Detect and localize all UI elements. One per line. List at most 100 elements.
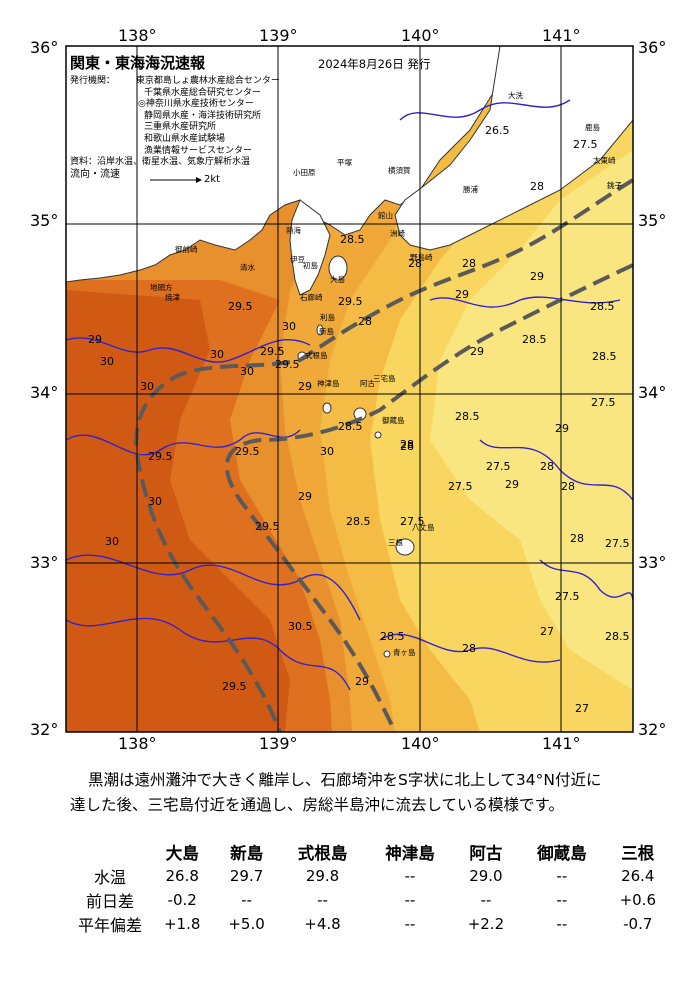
contour-label: 29.5 [260, 345, 285, 358]
contour-label: 29.5 [148, 450, 173, 463]
row-label-normal-deviation: 平年偏差 [77, 916, 142, 935]
contour-label: 27.5 [448, 480, 473, 493]
contour-label: 27.5 [555, 590, 580, 603]
contour-label: 29 [88, 333, 102, 346]
flow-arrow-head [196, 177, 202, 183]
island-hachijo [395, 538, 415, 556]
place-label: 勝浦 [463, 184, 478, 194]
contour-label: 29 [298, 490, 312, 503]
island-oshima [328, 255, 348, 281]
place-label: 清水 [240, 262, 255, 272]
island-aogashima [383, 650, 391, 658]
contour-label: 30 [282, 320, 296, 333]
table-cell: 29.0 [469, 867, 503, 885]
contour-label: 29 [355, 675, 369, 688]
col-oshima: 大島 [165, 844, 199, 863]
place-label: 御蔵島 [382, 415, 405, 425]
place-label: 青ヶ島 [393, 647, 416, 657]
lat-tick-36-right: 36° [638, 38, 667, 57]
table-cell: +2.2 [467, 915, 505, 933]
contour-label: 30 [148, 495, 162, 508]
place-label: 焼津 [165, 293, 180, 302]
map-title: 関東・東海海況速報 [70, 54, 206, 72]
place-label: 新島 [319, 326, 334, 336]
contour-label: 28 [462, 257, 476, 270]
graticule [66, 46, 633, 732]
table-cell: -- [317, 891, 328, 909]
contour-label: 27.5 [400, 515, 425, 528]
contour-label: 30 [105, 535, 119, 548]
table-cell: -0.2 [167, 891, 197, 909]
contour-label: 30.5 [288, 620, 313, 633]
place-label: 小田原 [293, 168, 316, 177]
place-label: 横須賀 [388, 165, 411, 175]
contour-label: 27 [575, 702, 589, 715]
place-label: 利島 [320, 312, 335, 322]
contour-label: 29 [555, 422, 569, 435]
lat-tick-33-right: 33° [638, 553, 667, 572]
lon-tick-138-bottom: 138° [118, 734, 157, 753]
place-label: 大島 [330, 274, 345, 284]
table-cell: -- [404, 867, 416, 885]
place-label: 式根島 [305, 350, 328, 360]
issue-date: 2024年8月26日 発行 [318, 57, 431, 71]
table-row: 水温 26.8 29.7 29.8 -- 29.0 -- 26.4 [70, 864, 670, 888]
contour-label: 29 [455, 288, 469, 301]
col-kozushima: 神津島 [385, 844, 435, 863]
contour-label: 30 [140, 380, 154, 393]
map-info-block: 発行機関： 東京都島しょ農林水産総合センター 千葉県水産総合研究センター ◎神奈… [70, 76, 280, 181]
lon-tick-138-top: 138° [118, 26, 157, 45]
contour-label: 28 [400, 438, 414, 451]
lat-tick-32-left: 32° [30, 720, 59, 739]
contour-label: 27.5 [591, 396, 616, 409]
issuer-0: 東京都島しょ農林水産総合センター [135, 76, 280, 86]
lat-tick-34-left: 34° [30, 383, 59, 402]
contour-label: 30 [320, 445, 334, 458]
table-cell: 26.4 [621, 867, 655, 885]
contour-label: 28.5 [455, 410, 480, 423]
table-cell: 29.8 [305, 867, 340, 885]
place-label: 初島 [303, 260, 318, 270]
table-cell: -- [241, 891, 252, 909]
contour-label: 29.5 [228, 300, 253, 313]
place-label: 地頭方 [150, 282, 173, 292]
station-temperature-table: 大島 新島 式根島 神津島 阿古 御蔵島 三根 水温 26.8 29.7 29.… [70, 840, 670, 936]
lon-tick-140-top: 140° [401, 26, 440, 45]
place-label: 太東崎 [593, 155, 616, 165]
place-label: 大洗 [508, 90, 523, 100]
table-cell: +1.8 [163, 915, 201, 933]
contour-label: 28 [400, 440, 414, 453]
issuers-label: 発行機関： [70, 76, 116, 86]
contour-label: 30 [100, 355, 114, 368]
flow-label: 流向・流速 [70, 168, 120, 180]
contour-label: 27 [540, 625, 554, 638]
table-cell: 26.8 [165, 867, 199, 885]
contour-label: 28 [561, 480, 575, 493]
contour-label: 29.5 [255, 520, 280, 533]
contour-label: 29.5 [275, 358, 300, 371]
description-line-2: 達した後、三宅島付近を通過し、房総半島沖に流去している模様です。 [70, 796, 564, 814]
contour-label: 28.5 [338, 420, 363, 433]
lat-tick-35-left: 35° [30, 211, 59, 230]
col-mitsune: 三根 [621, 844, 655, 863]
kuroshio-axis [134, 178, 633, 732]
place-label: 熱海 [286, 225, 301, 235]
contour-label: 29 [470, 345, 484, 358]
table-header-row: 大島 新島 式根島 神津島 阿古 御蔵島 三根 [70, 840, 670, 864]
contour-label: 29 [505, 478, 519, 491]
lon-tick-139-top: 139° [259, 26, 298, 45]
contour-label: 28.5 [380, 630, 405, 643]
contour-label: 26.5 [485, 124, 510, 137]
row-label-daily-diff: 前日差 [85, 892, 134, 911]
table-cell: +4.8 [304, 915, 341, 933]
place-label: 鹿島 [585, 122, 600, 132]
place-label: 洲崎 [390, 228, 405, 238]
sources: 沿岸水温、衛星水温、気象庁解析水温 [97, 157, 251, 168]
lat-tick-36-left: 36° [30, 38, 59, 57]
contour-label: 30 [210, 348, 224, 361]
table-row: 前日差 -0.2 -- -- -- -- -- +0.6 [70, 888, 670, 912]
contour-label: 29.5 [338, 295, 363, 308]
contour-label: 28 [358, 315, 372, 328]
table-cell: 29.7 [229, 867, 264, 885]
